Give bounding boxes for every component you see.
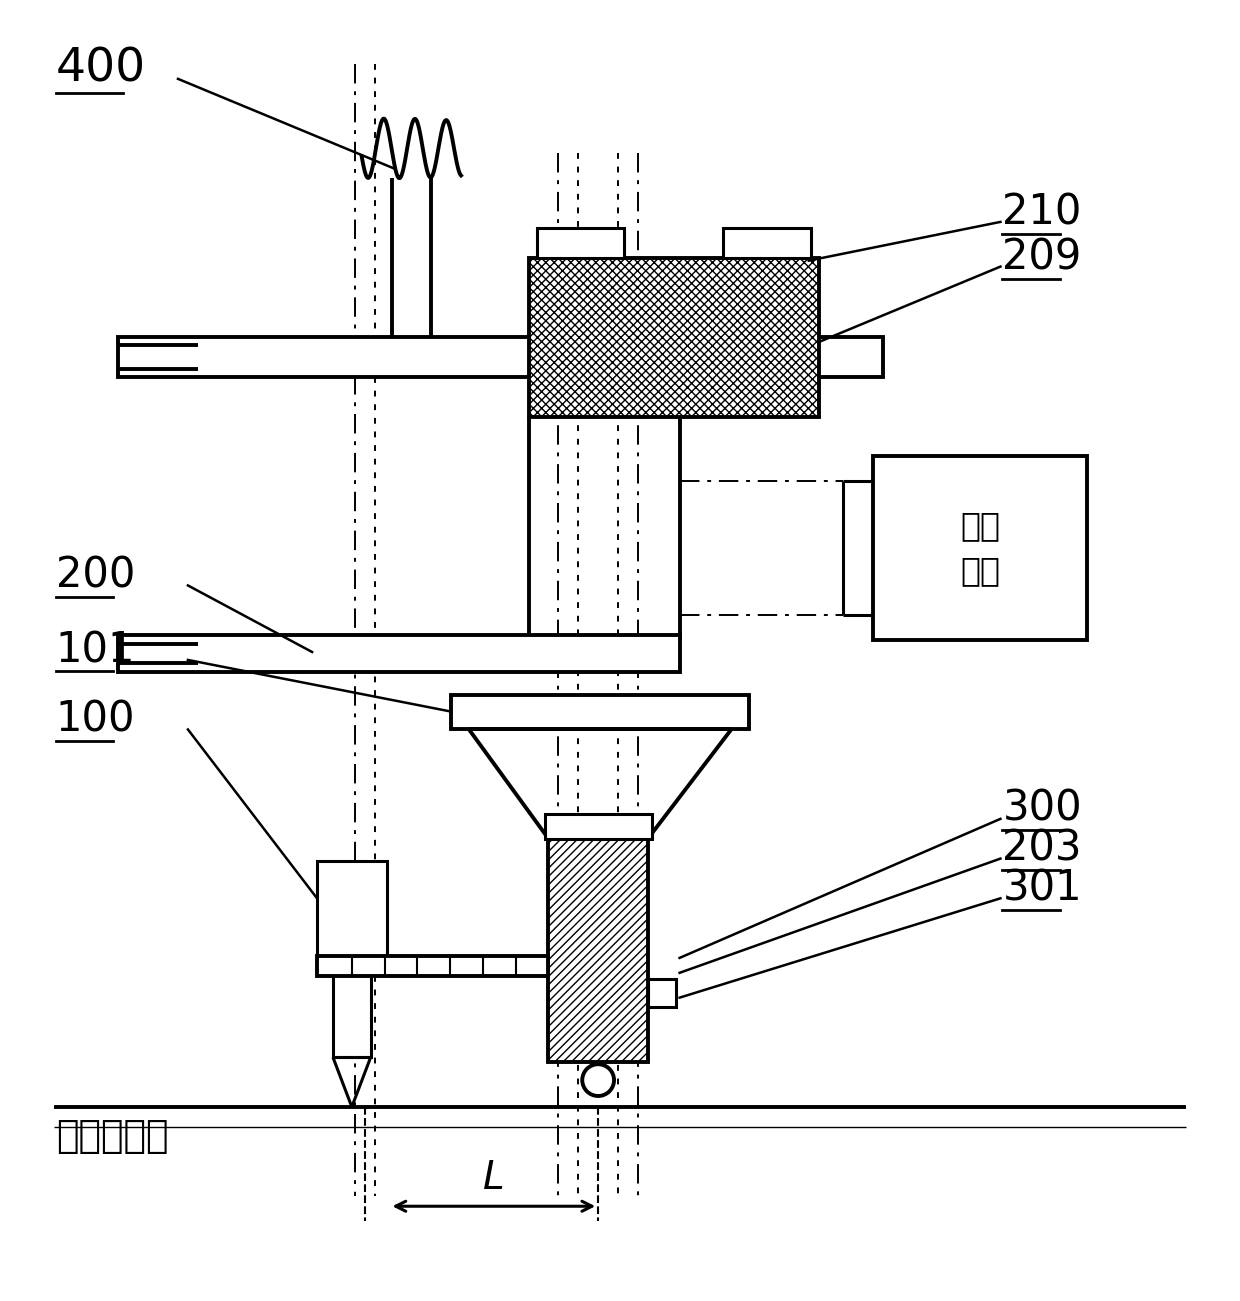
Text: 400: 400 [56,47,146,91]
Bar [873,457,1086,640]
Bar [528,258,818,416]
Text: 300: 300 [1002,788,1083,830]
Bar [451,695,749,730]
Text: L: L [484,1159,505,1197]
Bar [317,860,387,958]
Text: 超声: 超声 [960,510,1001,543]
Text: 100: 100 [56,699,135,740]
Bar [118,337,883,377]
Circle shape [583,1064,614,1095]
Bar [317,956,548,976]
Bar [647,978,676,1007]
Text: 301: 301 [1002,868,1083,909]
Text: 焊缝或焊层: 焊缝或焊层 [56,1119,169,1155]
Bar [548,834,647,1062]
Text: 101: 101 [56,628,135,671]
Text: 210: 210 [1002,193,1081,234]
Text: 203: 203 [1002,827,1083,869]
Text: 209: 209 [1002,237,1081,278]
Text: 电源: 电源 [960,554,1001,587]
Bar [334,958,371,1058]
Bar [537,228,624,258]
Bar [723,228,811,258]
Bar [118,635,680,671]
Bar [544,814,652,839]
Text: 200: 200 [56,554,135,596]
